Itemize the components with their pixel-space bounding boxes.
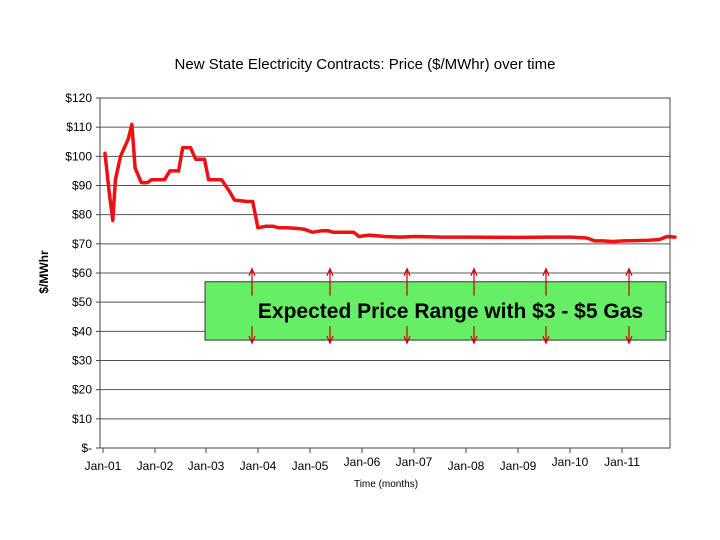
y-axis-label: $/MWhr — [37, 250, 51, 294]
y-tick-label: $120 — [65, 91, 92, 105]
upper-arrow-head — [403, 267, 411, 276]
y-tick-label: $110 — [66, 120, 92, 134]
lower-arrow-head — [248, 335, 256, 345]
y-tick-label: $70 — [72, 237, 92, 251]
y-tick-label: $10 — [72, 412, 92, 426]
x-axis-label: Time (months) — [354, 479, 418, 490]
x-tick-label: Jan-07 — [396, 455, 433, 469]
upper-arrow-head — [542, 267, 550, 276]
price-range-rect — [204, 281, 667, 341]
lower-arrow-head — [625, 335, 633, 345]
x-tick-label: Jan-03 — [188, 459, 225, 473]
plot-frame — [99, 97, 671, 449]
lower-arrow-head — [403, 335, 411, 345]
lower-arrow-head — [326, 335, 334, 345]
upper-arrow-head — [326, 267, 334, 276]
x-tick-label: Jan-11 — [604, 455, 640, 469]
range-arrows — [248, 267, 633, 345]
x-tick-label: Jan-08 — [448, 459, 485, 473]
y-tick-label: $- — [81, 441, 92, 455]
y-tick-label: $50 — [72, 295, 92, 309]
x-tick-label: Jan-10 — [552, 455, 589, 469]
y-tick-label: $20 — [72, 383, 92, 397]
lower-arrow-head — [470, 335, 478, 345]
x-tick-label: Jan-05 — [292, 459, 329, 473]
lower-arrow-head — [542, 335, 550, 345]
x-tick-label: Jan-02 — [137, 459, 174, 473]
y-tick-labels: $- $10 $20 $30 $40 $50 $60 $70 $80 $90 $100 $110 $12… — [65, 91, 92, 455]
y-tick-label: $30 — [72, 354, 92, 368]
x-tick-label: Jan-01 — [85, 459, 122, 473]
upper-arrow-head — [470, 267, 478, 276]
y-tick-label: $60 — [72, 266, 92, 280]
x-tick-label: Jan-04 — [240, 459, 277, 473]
x-tick-label: Jan-09 — [500, 459, 537, 473]
price-range-label: Expected Price Range with $3 - $5 Gas — [258, 300, 643, 323]
y-tick-label: $80 — [72, 208, 92, 222]
upper-arrow-head — [248, 267, 256, 276]
y-tick-label: $40 — [72, 324, 92, 338]
y-tick-label: $100 — [65, 149, 92, 163]
price-line — [103, 122, 677, 244]
x-tick-labels: Jan-01 Jan-02 Jan-03 Jan-04 Jan-05 Jan-06 Jan-… — [85, 455, 641, 473]
upper-arrow-head — [625, 267, 633, 276]
price-range-band — [204, 281, 667, 341]
x-tick-label: Jan-06 — [344, 455, 381, 469]
y-tick-label: $90 — [72, 179, 92, 193]
chart-title: New State Electricity Contracts: Price (… — [175, 56, 556, 73]
